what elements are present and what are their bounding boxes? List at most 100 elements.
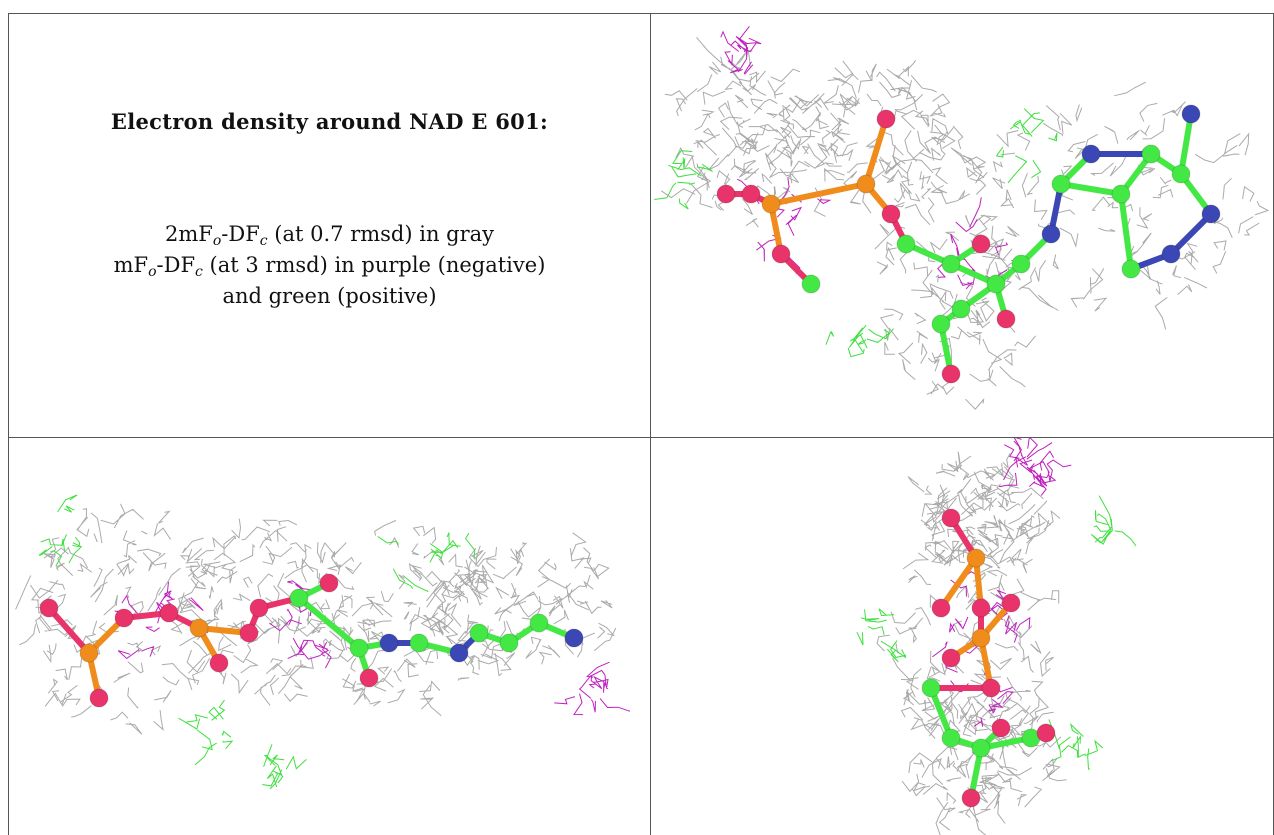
bond bbox=[1168, 211, 1214, 257]
atom bbox=[1111, 184, 1131, 204]
atom bbox=[991, 718, 1011, 738]
atom bbox=[941, 254, 961, 274]
text: -DF bbox=[221, 222, 260, 246]
atom bbox=[951, 299, 971, 319]
atom bbox=[564, 628, 584, 648]
bond bbox=[296, 595, 362, 651]
atom bbox=[359, 668, 379, 688]
atom bbox=[1081, 144, 1101, 164]
negative-mesh bbox=[269, 580, 332, 669]
bond bbox=[46, 605, 92, 656]
atom bbox=[1051, 174, 1071, 194]
text: mF bbox=[113, 253, 149, 277]
positive-mesh bbox=[1090, 495, 1137, 547]
positive-mesh bbox=[856, 608, 907, 663]
caption-title: Electron density around NAD E 601: bbox=[110, 109, 549, 134]
bond bbox=[1118, 191, 1134, 272]
atom bbox=[239, 623, 259, 643]
caption-line: mFo-DFc (at 3 rmsd) in purple (negative) bbox=[9, 250, 650, 281]
subscript: o bbox=[212, 233, 222, 249]
atom bbox=[189, 618, 209, 638]
atom bbox=[289, 588, 309, 608]
atom bbox=[209, 653, 229, 673]
density-mesh bbox=[165, 518, 392, 706]
negative-mesh bbox=[720, 25, 762, 75]
positive-mesh bbox=[825, 324, 894, 358]
atom bbox=[449, 643, 469, 663]
density-mesh bbox=[959, 81, 1270, 330]
row-divider bbox=[8, 437, 1274, 438]
positive-mesh bbox=[377, 532, 476, 593]
atom bbox=[1171, 164, 1191, 184]
atom bbox=[1161, 244, 1181, 264]
atom bbox=[941, 364, 961, 384]
atom bbox=[971, 738, 991, 758]
atom bbox=[801, 274, 821, 294]
atom bbox=[971, 628, 991, 648]
atom bbox=[409, 633, 429, 653]
subscript: o bbox=[148, 264, 157, 280]
caption-line: 2mFo-DFc (at 0.7 rmsd) in gray bbox=[9, 219, 650, 250]
atom bbox=[1001, 593, 1021, 613]
caption-lines: 2mFo-DFc (at 0.7 rmsd) in gray mFo-DFc (… bbox=[9, 219, 650, 312]
atom bbox=[931, 314, 951, 334]
atom bbox=[1041, 224, 1061, 244]
positive-mesh bbox=[262, 744, 307, 790]
bond bbox=[768, 181, 869, 207]
text: 2mF bbox=[164, 222, 213, 246]
negative-mesh bbox=[554, 661, 631, 716]
atom bbox=[1121, 259, 1141, 279]
atom bbox=[966, 548, 986, 568]
bond bbox=[1178, 111, 1194, 177]
atom bbox=[876, 109, 896, 129]
atom bbox=[114, 608, 134, 628]
column-divider bbox=[650, 13, 651, 835]
atom bbox=[941, 508, 961, 528]
atom bbox=[319, 573, 339, 593]
atom bbox=[771, 244, 791, 264]
atom bbox=[931, 598, 951, 618]
density-view-side bbox=[15, 494, 631, 790]
atom bbox=[941, 728, 961, 748]
atom bbox=[941, 648, 961, 668]
atom bbox=[996, 309, 1016, 329]
atom bbox=[1011, 254, 1031, 274]
caption-cell: Electron density around NAD E 601: 2mFo-… bbox=[9, 14, 650, 437]
positive-mesh bbox=[654, 150, 713, 210]
atom bbox=[921, 678, 941, 698]
atom bbox=[39, 598, 59, 618]
density-mesh bbox=[907, 451, 1061, 567]
subscript: c bbox=[195, 264, 203, 280]
atom bbox=[716, 184, 736, 204]
bond bbox=[863, 116, 889, 187]
atom bbox=[529, 613, 549, 633]
density-mesh bbox=[660, 36, 828, 228]
atom bbox=[971, 598, 991, 618]
atom bbox=[379, 633, 399, 653]
atom bbox=[741, 184, 761, 204]
atom bbox=[249, 598, 269, 618]
density-view-top bbox=[654, 25, 1270, 410]
atom bbox=[499, 633, 519, 653]
positive-mesh bbox=[38, 494, 83, 567]
density-mesh bbox=[413, 532, 617, 677]
atom bbox=[1036, 723, 1056, 743]
atom bbox=[79, 643, 99, 663]
atom bbox=[159, 603, 179, 623]
negative-mesh bbox=[999, 438, 1072, 496]
atom bbox=[89, 688, 109, 708]
atom bbox=[1201, 204, 1221, 224]
positive-mesh bbox=[1048, 719, 1104, 770]
atom bbox=[761, 194, 781, 214]
atom bbox=[981, 678, 1001, 698]
atom bbox=[469, 623, 489, 643]
caption-line: and green (positive) bbox=[222, 284, 437, 308]
text: (at 0.7 rmsd) in gray bbox=[267, 222, 495, 246]
atom bbox=[1141, 144, 1161, 164]
bond bbox=[938, 555, 979, 611]
atom bbox=[349, 638, 369, 658]
density-mesh bbox=[282, 520, 507, 717]
atom bbox=[881, 204, 901, 224]
density-view-end bbox=[856, 438, 1137, 835]
